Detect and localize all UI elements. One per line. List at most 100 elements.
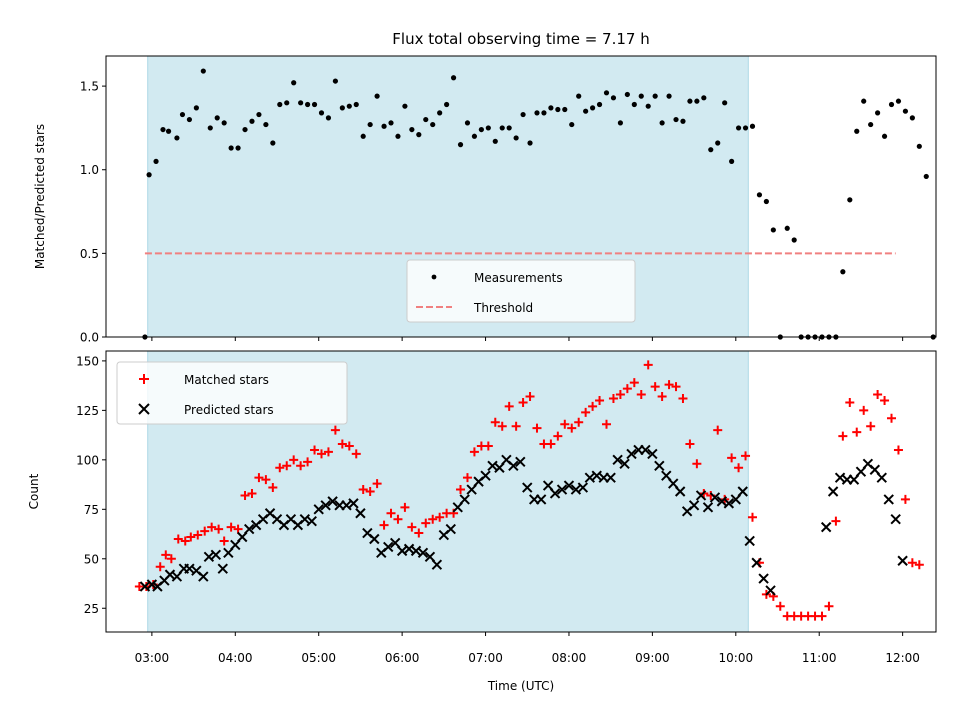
x-axis-label: Time (UTC)	[487, 679, 554, 693]
data-point	[680, 118, 686, 124]
data-point	[883, 494, 894, 505]
data-point	[291, 80, 297, 86]
data-point	[890, 513, 901, 525]
data-point	[556, 484, 568, 495]
bottom-y-tick-label: 100	[76, 453, 99, 467]
data-point	[233, 524, 243, 534]
data-point	[210, 549, 222, 561]
data-point	[650, 382, 660, 392]
data-point	[337, 439, 347, 449]
data-point	[214, 115, 220, 121]
data-point	[249, 118, 255, 124]
data-point	[619, 458, 630, 470]
data-point	[298, 100, 304, 106]
data-point	[316, 449, 326, 459]
data-point	[708, 147, 714, 153]
data-point	[562, 106, 568, 113]
legend-marker	[138, 403, 150, 415]
data-point	[640, 444, 651, 456]
data-point	[240, 490, 250, 500]
data-point	[155, 562, 165, 572]
data-point	[379, 520, 389, 530]
data-point	[854, 128, 860, 134]
data-point	[747, 512, 757, 522]
top-panel: 0.0 0.5 1.0 1.5 Measurements Threshold	[80, 55, 937, 345]
x-tick-label: 07:00	[468, 651, 503, 665]
data-point	[687, 98, 693, 104]
data-point	[549, 488, 561, 499]
bottom-y-tick-label: 125	[76, 404, 99, 418]
data-point	[629, 378, 639, 388]
data-point	[450, 75, 457, 81]
data-point	[645, 103, 651, 109]
bottom-axes-frame	[105, 350, 937, 633]
data-point	[497, 421, 507, 431]
data-point	[327, 496, 338, 507]
data-point	[430, 121, 436, 128]
data-point	[165, 128, 172, 134]
data-point	[617, 120, 624, 126]
x-tick-label: 11:00	[802, 651, 837, 665]
data-point	[596, 101, 603, 108]
data-point	[320, 500, 331, 511]
data-point	[423, 116, 429, 123]
data-point	[723, 498, 735, 509]
x-tick-label: 05:00	[301, 651, 336, 665]
data-point	[282, 461, 292, 471]
data-point	[372, 479, 382, 489]
data-point	[569, 121, 575, 128]
data-point	[873, 390, 883, 400]
data-point	[678, 393, 688, 403]
data-point	[219, 536, 229, 546]
data-point	[311, 101, 318, 108]
data-point	[198, 571, 209, 582]
data-point	[296, 461, 306, 471]
data-point	[499, 125, 505, 131]
data-point	[435, 512, 445, 522]
data-point	[749, 123, 756, 129]
data-point	[243, 523, 255, 535]
data-point	[868, 121, 874, 128]
data-point	[306, 515, 317, 527]
data-point	[888, 101, 895, 108]
data-point	[897, 555, 908, 566]
data-point	[409, 126, 415, 133]
data-point	[407, 522, 417, 532]
data-point	[546, 439, 556, 449]
data-point	[643, 360, 653, 370]
data-point	[346, 103, 352, 109]
data-point	[365, 487, 375, 496]
data-point	[702, 502, 714, 513]
data-point	[174, 135, 180, 141]
data-point	[459, 494, 470, 505]
data-point	[900, 494, 910, 504]
data-point	[827, 486, 839, 497]
data-point	[289, 455, 299, 465]
data-point	[351, 449, 361, 459]
top-legend: Measurements Threshold	[406, 259, 636, 323]
data-point	[217, 563, 228, 574]
data-point	[695, 490, 707, 501]
data-point	[462, 473, 472, 483]
data-point	[532, 423, 542, 433]
data-point	[303, 457, 313, 467]
data-point	[638, 93, 644, 99]
legend-marker	[431, 274, 437, 280]
data-point	[722, 100, 728, 106]
data-point	[548, 105, 554, 111]
x-tick-label: 10:00	[719, 651, 754, 665]
data-point	[657, 392, 667, 402]
data-point	[567, 423, 577, 433]
top-y-tick-label: 1.5	[80, 80, 99, 94]
data-point	[235, 145, 241, 151]
data-point	[353, 101, 359, 108]
data-point	[374, 93, 380, 99]
data-point	[701, 95, 707, 101]
data-point	[515, 456, 526, 468]
data-point	[775, 601, 785, 611]
data-point	[221, 120, 227, 126]
data-point	[242, 126, 248, 133]
data-point	[313, 504, 324, 515]
data-point	[784, 225, 790, 231]
data-point	[395, 133, 401, 139]
